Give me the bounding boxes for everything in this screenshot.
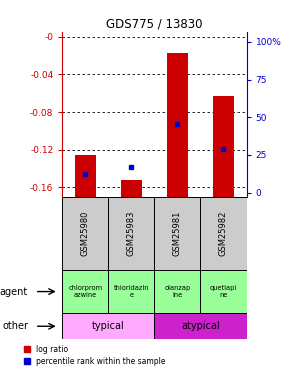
- Bar: [200, 197, 246, 270]
- Text: other: other: [2, 321, 28, 331]
- Bar: [167, 53, 188, 197]
- Bar: [155, 313, 246, 339]
- Text: GSM25980: GSM25980: [81, 211, 90, 256]
- Text: quetiapi
ne: quetiapi ne: [210, 285, 237, 298]
- Bar: [121, 180, 142, 197]
- Text: agent: agent: [0, 286, 28, 297]
- Title: GDS775 / 13830: GDS775 / 13830: [106, 18, 203, 31]
- Bar: [213, 96, 234, 197]
- Bar: [75, 155, 96, 197]
- Bar: [108, 270, 155, 313]
- Bar: [200, 270, 246, 313]
- Text: chlorprom
azwine: chlorprom azwine: [68, 285, 102, 298]
- Text: GSM25983: GSM25983: [127, 211, 136, 256]
- Bar: [62, 313, 155, 339]
- Text: GSM25982: GSM25982: [219, 211, 228, 256]
- Bar: [62, 197, 108, 270]
- Text: olanzap
ine: olanzap ine: [164, 285, 191, 298]
- Text: typical: typical: [92, 321, 125, 331]
- Bar: [155, 270, 200, 313]
- Text: GSM25981: GSM25981: [173, 211, 182, 256]
- Legend: log ratio, percentile rank within the sample: log ratio, percentile rank within the sa…: [24, 345, 166, 366]
- Bar: [62, 270, 108, 313]
- Text: thioridazin
e: thioridazin e: [114, 285, 149, 298]
- Bar: [155, 197, 200, 270]
- Text: atypical: atypical: [181, 321, 220, 331]
- Bar: [108, 197, 155, 270]
